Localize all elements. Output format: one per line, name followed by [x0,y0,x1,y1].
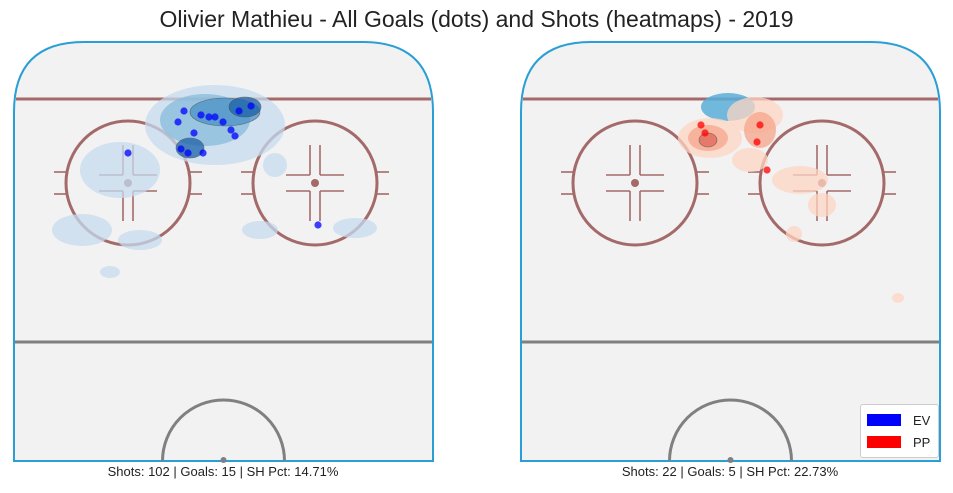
left-heatmap-blob [80,142,160,198]
left-goal-dot [235,107,243,115]
left-goal-dot [227,126,235,134]
right-faceoff-1 [561,119,709,247]
left-goal-dot [199,149,207,157]
left-goal-dot [124,149,132,157]
right-heatmap-blob [786,226,802,242]
left-heatmap-blob [175,137,205,159]
left-faceoff-dot [311,179,319,187]
legend-item-ev: EV [867,411,930,429]
right-faceoff-circle [571,119,699,247]
legend-swatch-ev [867,414,901,426]
left-center-circle [161,398,286,462]
legend-label-pp: PP [913,434,931,450]
left-faceoff-circle [251,119,379,247]
left-goal-dot [184,149,192,157]
left-heatmap-blob [52,214,112,246]
left-goal-dots [124,102,322,229]
right-goal-dot [763,166,771,174]
legend-label-ev: EV [913,412,931,428]
right-heatmap [678,93,904,303]
right-heatmap-blob [732,148,768,172]
right-goal-dots [697,121,771,174]
legend-item-pp: PP [867,433,930,451]
left-caption: Shots: 102 | Goals: 15 | SH Pct: 14.71% [107,464,339,479]
right-rink [520,41,941,463]
left-goal-dot [219,118,227,126]
left-goal-dot [231,132,239,140]
right-rink-boards [520,41,941,462]
right-heatmap-blob [744,112,776,148]
right-faceoff-circle [758,119,886,247]
left-goal-dot [205,113,213,121]
right-faceoff-dot [631,179,639,187]
left-heatmap-blob [100,266,120,278]
left-goal-dot [247,102,255,110]
right-heatmap-blob [892,293,904,303]
left-goal-dot [197,111,205,119]
right-center-circle [668,398,793,462]
left-goal-dot [314,221,322,229]
right-goal-dot [753,138,761,146]
right-goal-dot [756,121,764,129]
left-faceoff-2 [241,119,389,247]
chart-title: Olivier Mathieu - All Goals (dots) and S… [159,6,794,32]
left-goal-dot [211,113,219,121]
right-heatmap-blob [698,132,718,148]
left-goal-dot [174,118,182,126]
right-heatmap-blob [772,166,828,194]
left-heatmap-blob [263,153,287,177]
right-heatmap-blob [808,193,836,217]
left-center-dot [220,457,227,463]
left-heatmap-blob [118,230,162,250]
right-caption: Shots: 22 | Goals: 5 | SH Pct: 22.73% [621,464,839,479]
left-heatmap-blob [228,96,262,118]
right-center-dot [727,457,734,463]
left-heatmap-blob [242,221,278,239]
left-heatmap-blob [333,218,377,238]
legend: EV PP [860,404,939,458]
left-goal-dot [190,129,198,137]
left-goal-dot [177,145,185,153]
right-goal-dot [697,121,705,129]
left-goal-dot [180,107,188,115]
right-goal-dot [701,129,709,137]
legend-swatch-pp [867,436,901,448]
